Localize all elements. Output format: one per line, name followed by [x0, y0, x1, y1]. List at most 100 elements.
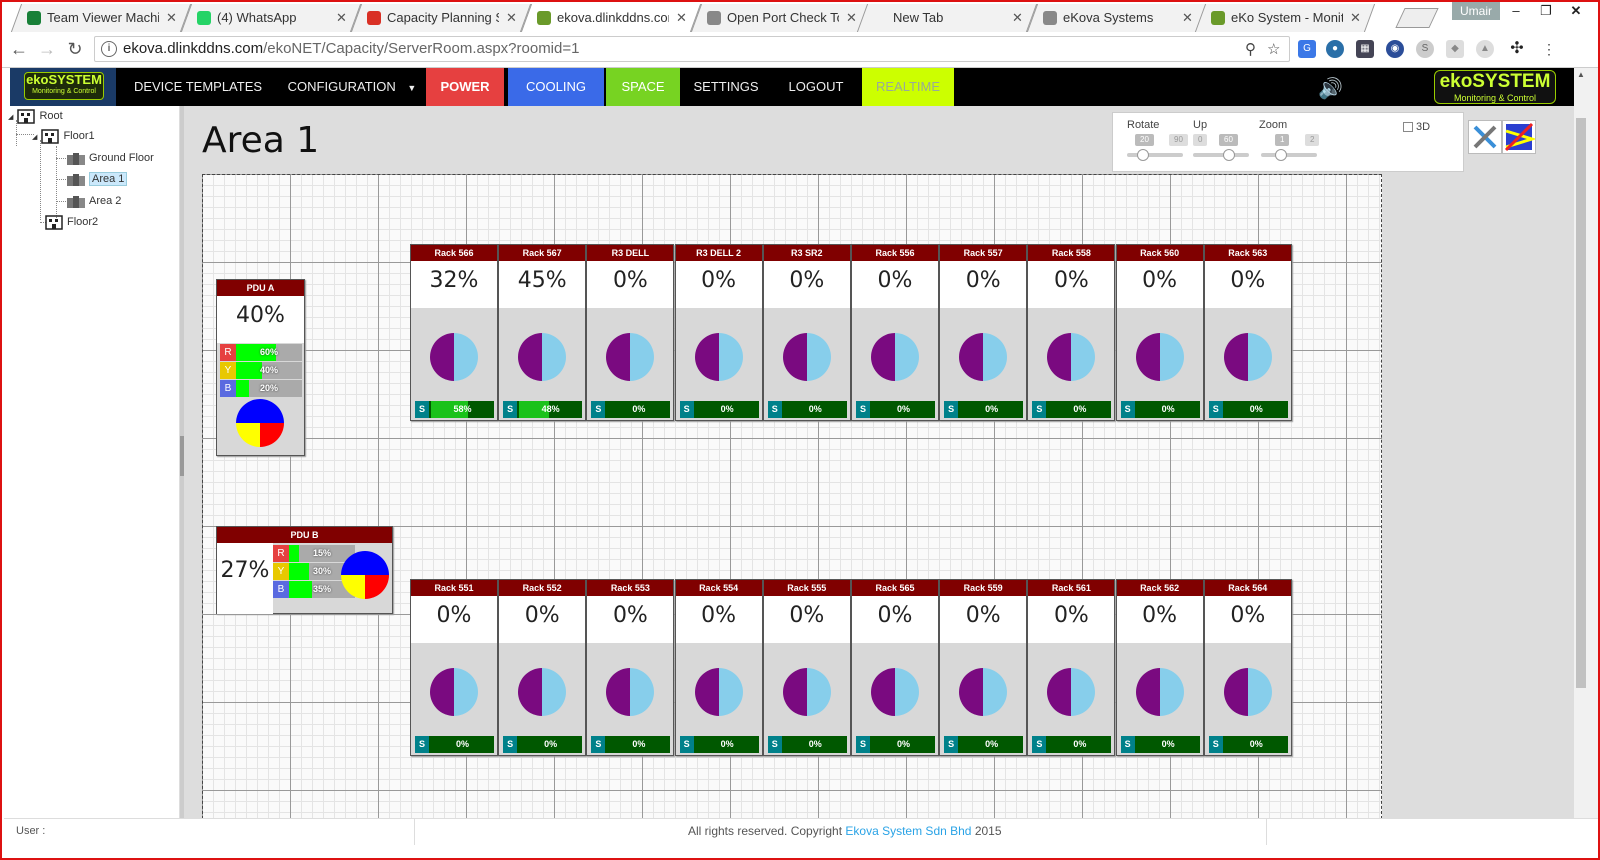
speaker-icon[interactable]: 🔊: [1318, 78, 1343, 100]
rack-load: 0%: [940, 596, 1027, 643]
tree-floor1-label: Floor1: [63, 130, 95, 142]
close-tab-icon[interactable]: ✕: [506, 10, 517, 25]
nav-settings[interactable]: SETTINGS: [693, 79, 759, 94]
dropbox-icon[interactable]: ◆: [1446, 40, 1464, 58]
tools-button[interactable]: [1468, 120, 1502, 154]
minimize-icon[interactable]: –: [1512, 3, 1520, 18]
tree-floor1[interactable]: ◢ Floor1: [32, 126, 95, 146]
collapse-toggle-icon[interactable]: ◢: [8, 114, 14, 121]
rack-card[interactable]: R3 SR2 0% S 0%: [762, 244, 851, 421]
tree-area2[interactable]: Area 2: [66, 191, 121, 211]
browser-tab[interactable]: Open Port Check Too ✕: [690, 4, 872, 32]
page-scrollbar[interactable]: ▲ ▼: [1574, 68, 1598, 838]
rack-space-pie: [1135, 668, 1184, 716]
rack-card[interactable]: Rack 556 0% S 0%: [851, 244, 939, 421]
browser-tab[interactable]: ekova.dlinkddns.com ✕: [520, 4, 702, 32]
rack-card[interactable]: Rack 563 0% S 0%: [1203, 244, 1292, 421]
space-value: 0%: [1249, 404, 1263, 414]
nav-logout[interactable]: LOGOUT: [788, 79, 844, 94]
rack-card[interactable]: Rack 561 0% S 0%: [1027, 579, 1116, 756]
rotate-slider[interactable]: [1127, 149, 1183, 161]
info-icon[interactable]: i: [101, 41, 117, 57]
close-window-icon[interactable]: ✕: [1570, 3, 1582, 18]
zoom-slider-knob[interactable]: [1275, 149, 1287, 161]
extension-globe-icon[interactable]: ◉: [1386, 40, 1404, 58]
nav-configuration[interactable]: CONFIGURATION ▼: [280, 68, 424, 106]
rack-card[interactable]: Rack 558 0% S 0%: [1027, 244, 1116, 421]
rack-card[interactable]: R3 DELL 2 0% S 0%: [674, 244, 763, 421]
3d-toggle[interactable]: 3D: [1403, 121, 1430, 133]
scroll-up-icon[interactable]: ▲: [1577, 70, 1585, 79]
pdu-card[interactable]: PDU A 40% R 60% Y 40% B 20%: [216, 279, 305, 456]
space-label: S: [415, 401, 429, 418]
rack-card[interactable]: Rack 566 32% S 58%: [410, 244, 498, 421]
sidebar-splitter[interactable]: [180, 106, 184, 818]
space-value: 0%: [720, 739, 734, 749]
nav-cooling[interactable]: COOLING: [508, 68, 604, 106]
zoom-slider[interactable]: [1261, 149, 1317, 161]
rack-card[interactable]: Rack 564 0% S 0%: [1203, 579, 1292, 756]
browser-tab[interactable]: eKova Systems ✕: [1026, 4, 1208, 32]
nav-power[interactable]: POWER: [426, 68, 504, 106]
rack-card[interactable]: Rack 559 0% S 0%: [939, 579, 1028, 756]
up-slider-knob[interactable]: [1223, 149, 1235, 161]
browser-tab[interactable]: (4) WhatsApp ✕: [180, 4, 362, 32]
rack-card[interactable]: Rack 551 0% S 0%: [410, 579, 498, 756]
forward-icon[interactable]: →: [38, 39, 56, 59]
tree-floor2[interactable]: Floor2: [44, 212, 98, 232]
ekosystem-logo[interactable]: ekoSYSTEM Monitoring & Control: [24, 72, 104, 100]
close-tab-icon[interactable]: ✕: [1012, 10, 1023, 25]
collapse-toggle-icon[interactable]: ◢: [32, 134, 38, 141]
rotate-slider-knob[interactable]: [1137, 149, 1149, 161]
nav-realtime[interactable]: REALTIME: [862, 68, 954, 106]
3d-checkbox[interactable]: [1403, 122, 1413, 133]
reload-icon[interactable]: ↻: [67, 39, 83, 59]
extension-shield-icon[interactable]: ●: [1326, 40, 1344, 58]
tree-area1[interactable]: Area 1: [66, 169, 128, 189]
rack-space-pie: [1047, 668, 1096, 716]
profile-badge[interactable]: Umair: [1452, 2, 1500, 20]
rack-card[interactable]: Rack 565 0% S 0%: [851, 579, 939, 756]
close-tab-icon[interactable]: ✕: [1350, 10, 1361, 25]
close-tab-icon[interactable]: ✕: [846, 10, 857, 25]
translate-icon[interactable]: G: [1298, 40, 1316, 58]
up-slider[interactable]: [1193, 149, 1249, 161]
company-link[interactable]: Ekova System Sdn Bhd: [845, 824, 972, 838]
extension-grid-icon[interactable]: ▦: [1356, 40, 1374, 58]
scrollbar-thumb[interactable]: [1576, 118, 1586, 688]
bookmark-star-icon[interactable]: ☆: [1267, 41, 1281, 58]
browser-tab[interactable]: New Tab ✕: [856, 4, 1038, 32]
menu-icon[interactable]: ⋮: [1540, 40, 1558, 58]
close-tab-icon[interactable]: ✕: [676, 10, 687, 25]
pdu-card[interactable]: PDU B 27% R 15% Y 30% B 35%: [216, 526, 393, 614]
zoom-icon[interactable]: ⚲: [1245, 41, 1256, 58]
rack-card[interactable]: Rack 554 0% S 0%: [674, 579, 763, 756]
close-tab-icon[interactable]: ✕: [336, 10, 347, 25]
layout-button[interactable]: [1502, 120, 1538, 154]
splitter-handle[interactable]: [180, 436, 184, 476]
tree-ground-floor[interactable]: Ground Floor: [66, 148, 154, 168]
rack-card[interactable]: Rack 553 0% S 0%: [586, 579, 675, 756]
rack-card[interactable]: Rack 552 0% S 0%: [498, 579, 587, 756]
nav-space[interactable]: SPACE: [606, 68, 680, 106]
rack-card[interactable]: Rack 562 0% S 0%: [1115, 579, 1204, 756]
browser-tab[interactable]: Capacity Planning Sc ✕: [350, 4, 532, 32]
tree-root[interactable]: ◢ Root: [8, 106, 63, 126]
space-value: 48%: [541, 404, 560, 414]
rack-card[interactable]: R3 DELL 0% S 0%: [586, 244, 675, 421]
drive-icon[interactable]: ▲: [1476, 40, 1494, 58]
rack-card[interactable]: Rack 560 0% S 0%: [1115, 244, 1204, 421]
move-icon[interactable]: ✣: [1508, 40, 1526, 58]
browser-tab[interactable]: eKo System - Monito ✕: [1194, 4, 1376, 32]
skype-icon[interactable]: S: [1416, 40, 1434, 58]
address-bar[interactable]: i ekova.dlinkddns.com/ekoNET/Capacity/Se…: [94, 36, 1290, 62]
back-icon[interactable]: ←: [10, 39, 28, 59]
rack-card[interactable]: Rack 555 0% S 0%: [762, 579, 851, 756]
rack-card[interactable]: Rack 557 0% S 0%: [939, 244, 1028, 421]
close-tab-icon[interactable]: ✕: [166, 10, 177, 25]
rack-card[interactable]: Rack 567 45% S 48%: [498, 244, 587, 421]
nav-device-templates[interactable]: DEVICE TEMPLATES: [133, 79, 263, 94]
close-tab-icon[interactable]: ✕: [1182, 10, 1193, 25]
restore-icon[interactable]: ❐: [1540, 3, 1552, 18]
browser-tab[interactable]: Team Viewer Machin ✕: [10, 4, 192, 32]
